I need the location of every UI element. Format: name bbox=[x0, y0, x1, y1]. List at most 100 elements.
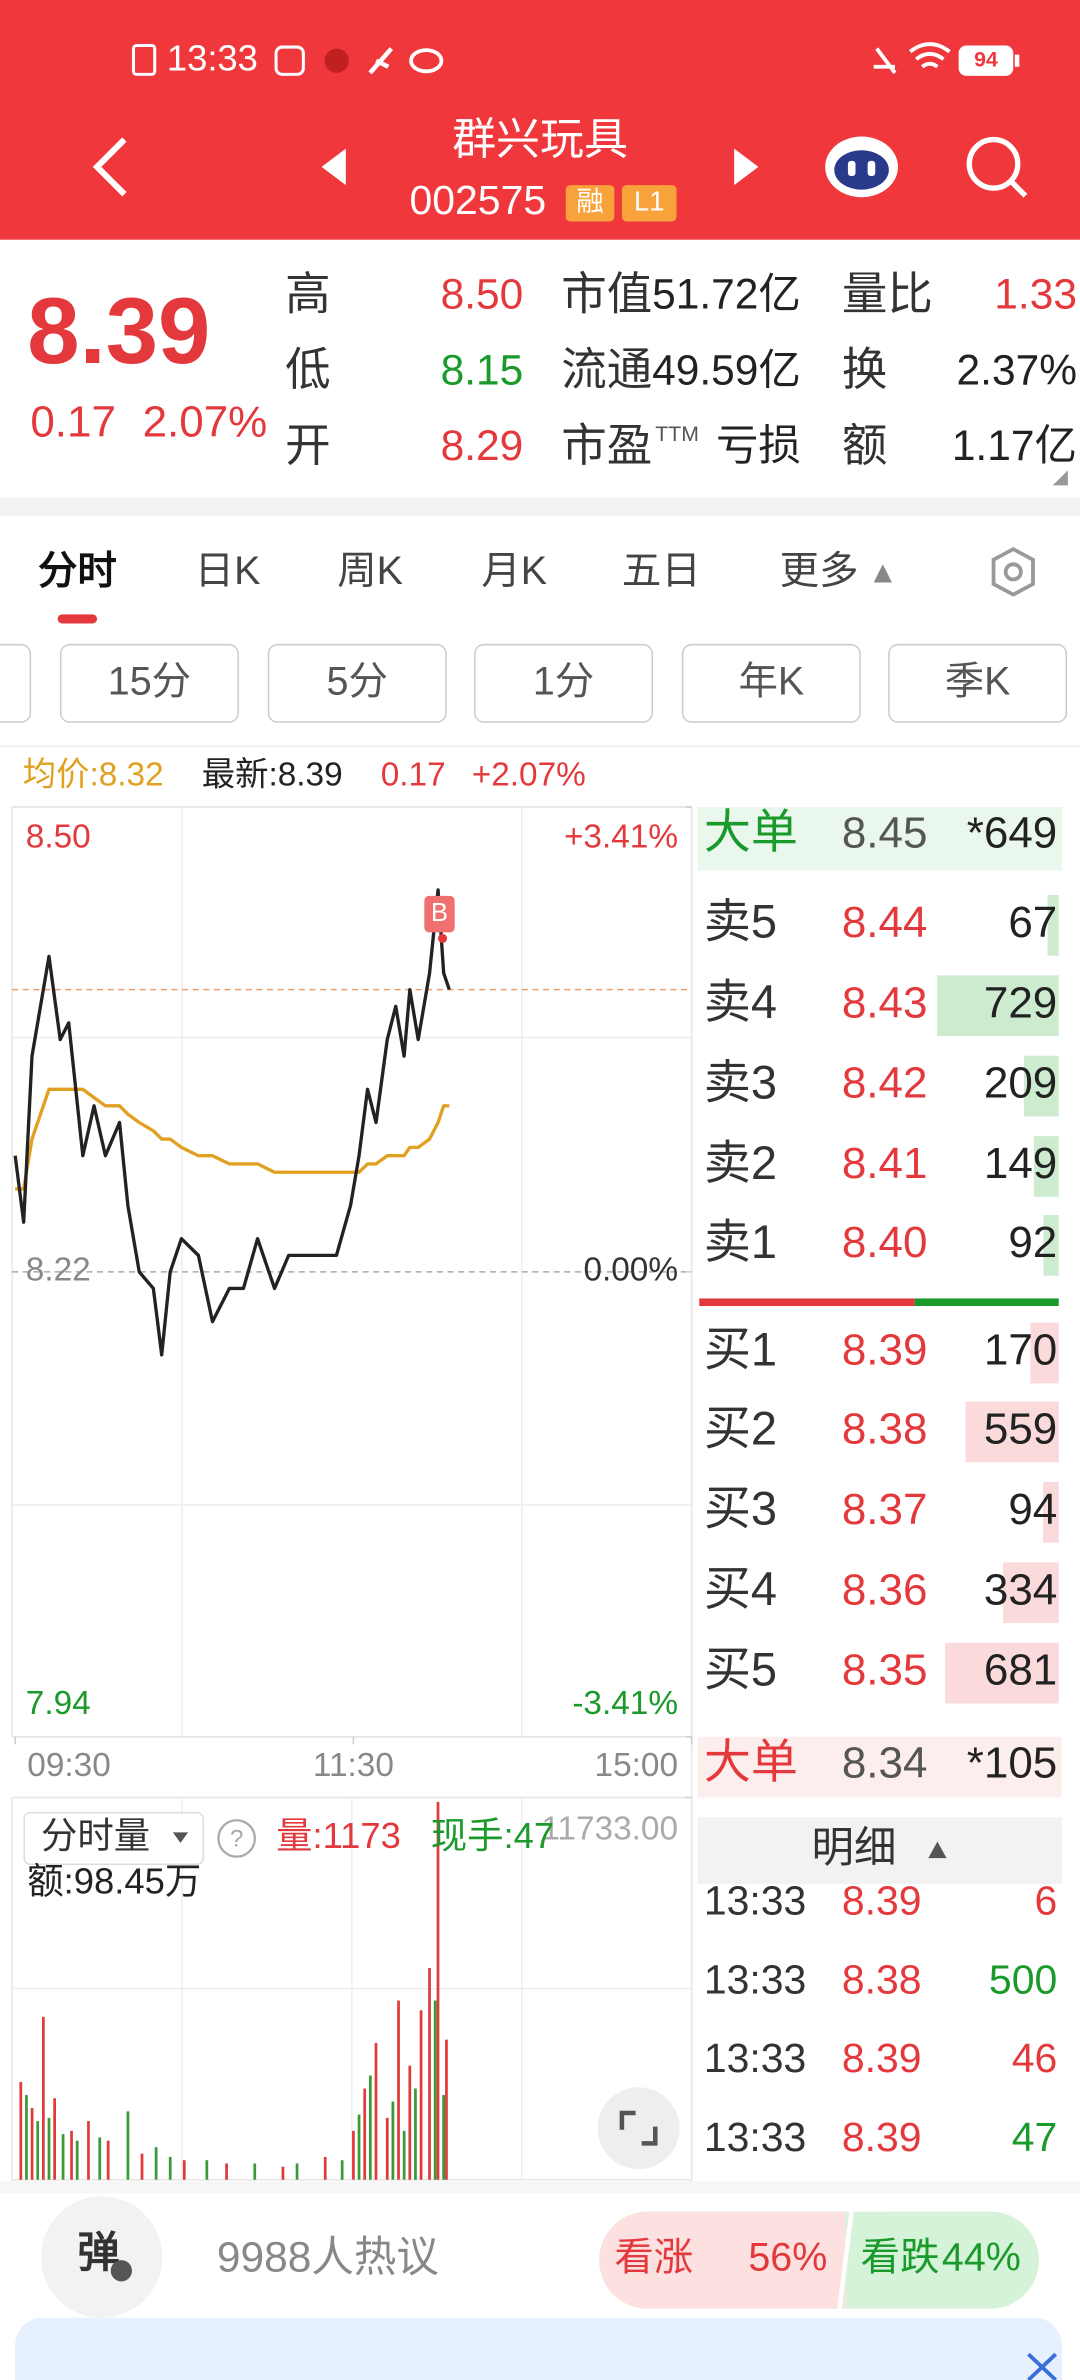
volume-bar bbox=[253, 2163, 257, 2180]
latest-price: 最新:8.39 bbox=[202, 756, 343, 793]
volume-bar bbox=[295, 2163, 299, 2180]
badge bbox=[621, 185, 677, 222]
volume-bar bbox=[98, 2137, 102, 2180]
period-label: 季K bbox=[945, 660, 1011, 704]
book-price: 8.40 bbox=[842, 1218, 928, 1267]
prev-stock[interactable] bbox=[321, 148, 346, 186]
bull-value: 56% bbox=[748, 2236, 827, 2280]
back-button[interactable] bbox=[92, 137, 127, 197]
stat-value: 1.17亿 bbox=[952, 422, 1077, 469]
settings-button[interactable] bbox=[991, 546, 1035, 597]
trade-volume: 47 bbox=[1012, 2114, 1058, 2160]
volume-bar bbox=[352, 2130, 355, 2180]
close-banner[interactable] bbox=[1027, 2352, 1058, 2380]
period-button[interactable] bbox=[59, 643, 239, 723]
volume-bar bbox=[182, 2160, 186, 2180]
expand-button[interactable] bbox=[597, 2087, 680, 2170]
bear-value: 44% bbox=[942, 2236, 1021, 2280]
badge-label: L1 bbox=[634, 186, 664, 217]
detail-header[interactable] bbox=[697, 1817, 1062, 1884]
stock-code: 002575 bbox=[410, 177, 547, 223]
trade-time: 13:33 bbox=[704, 2035, 806, 2081]
volume-bar bbox=[391, 2101, 395, 2180]
depth-bar bbox=[945, 1642, 1059, 1704]
search-button[interactable] bbox=[966, 136, 1028, 198]
book-volume: 559 bbox=[984, 1405, 1057, 1454]
period-label: 5分 bbox=[327, 660, 388, 704]
y-tick-label: 11733.00 bbox=[541, 1811, 678, 1848]
volume-bar bbox=[357, 2114, 361, 2180]
sentiment-split bbox=[837, 2211, 854, 2309]
y-tick-label: 7.94 bbox=[26, 1685, 91, 1722]
banner[interactable] bbox=[15, 2317, 1062, 2380]
stat-value: 51.72亿 bbox=[652, 271, 801, 318]
big-order-bg bbox=[697, 806, 1062, 871]
period-button[interactable] bbox=[681, 643, 861, 723]
volume-bar bbox=[41, 2016, 45, 2180]
volume-bar bbox=[19, 2082, 23, 2180]
more-arrow bbox=[873, 564, 892, 583]
next-stock[interactable] bbox=[734, 148, 759, 186]
x-tick-label: 09:30 bbox=[27, 1747, 110, 1784]
y2-tick-label: 0.00% bbox=[583, 1252, 678, 1289]
period-button[interactable] bbox=[0, 643, 32, 723]
bull-segment[interactable] bbox=[599, 2211, 846, 2309]
book-price: 8.43 bbox=[842, 978, 928, 1027]
stat-value: 8.50 bbox=[441, 271, 524, 318]
battery-icon bbox=[1014, 54, 1020, 67]
big-order-volume: *649 bbox=[967, 808, 1057, 857]
x-tick-label: 15:00 bbox=[595, 1747, 678, 1784]
period-button[interactable] bbox=[888, 643, 1068, 723]
buy-marker-label: B bbox=[431, 899, 448, 927]
last-price: 8.39 bbox=[27, 278, 210, 383]
trade-time: 13:33 bbox=[704, 2114, 806, 2160]
book-volume: 149 bbox=[984, 1139, 1057, 1188]
volume-bar bbox=[30, 2108, 34, 2180]
volume-bar bbox=[154, 2147, 158, 2180]
big-order-price: 8.45 bbox=[842, 808, 928, 857]
stat-label-sup: TTM bbox=[655, 423, 699, 446]
volume-selector[interactable] bbox=[23, 1811, 205, 1865]
status-icon bbox=[409, 48, 444, 74]
bear-label: 看跌 bbox=[861, 2236, 940, 2280]
danmu-button[interactable] bbox=[40, 2196, 163, 2318]
tab[interactable]: 月K bbox=[481, 549, 547, 593]
book-label: 卖3 bbox=[704, 1056, 777, 1109]
tab[interactable]: 分时 bbox=[38, 549, 117, 593]
depth-bar bbox=[1023, 1055, 1059, 1117]
depth-bar bbox=[1043, 1481, 1059, 1543]
volume-bar bbox=[385, 2117, 389, 2180]
tab[interactable]: 五日 bbox=[622, 549, 701, 593]
volume-bar bbox=[87, 2121, 90, 2180]
status-icon bbox=[274, 45, 305, 76]
book-volume: 681 bbox=[984, 1646, 1057, 1695]
volume-bar bbox=[419, 2010, 423, 2180]
big-order-label: 大单 bbox=[704, 805, 798, 858]
stat-label: 额 bbox=[842, 420, 888, 471]
buy-marker bbox=[424, 895, 455, 933]
period-button[interactable] bbox=[474, 643, 654, 723]
assistant-button[interactable] bbox=[825, 136, 898, 198]
book-label: 买4 bbox=[704, 1562, 777, 1615]
book-price: 8.41 bbox=[842, 1139, 928, 1188]
stat-value: 49.59亿 bbox=[652, 346, 801, 393]
depth-bar bbox=[1003, 1562, 1059, 1624]
period-button[interactable] bbox=[267, 643, 447, 723]
tab[interactable]: 周K bbox=[337, 549, 403, 593]
settings-button bbox=[1003, 562, 1023, 582]
volume-bar bbox=[340, 2160, 344, 2180]
battery-icon bbox=[958, 45, 1014, 76]
tab[interactable]: 日K bbox=[195, 549, 261, 593]
tab[interactable]: 更多 bbox=[780, 549, 859, 593]
book-volume: 92 bbox=[1008, 1218, 1057, 1267]
volume-bar bbox=[428, 1967, 431, 2180]
volume-bar bbox=[140, 2153, 144, 2180]
help-icon[interactable] bbox=[217, 1819, 256, 1858]
volume-bar bbox=[433, 2000, 437, 2180]
stat-label: 市盈 bbox=[561, 420, 652, 471]
volume-bar bbox=[414, 2088, 417, 2180]
period-label: 1分 bbox=[533, 660, 594, 704]
trade-volume: 500 bbox=[989, 1956, 1057, 2002]
dropdown-arrow bbox=[172, 1832, 189, 1844]
mute-icon bbox=[873, 47, 897, 74]
